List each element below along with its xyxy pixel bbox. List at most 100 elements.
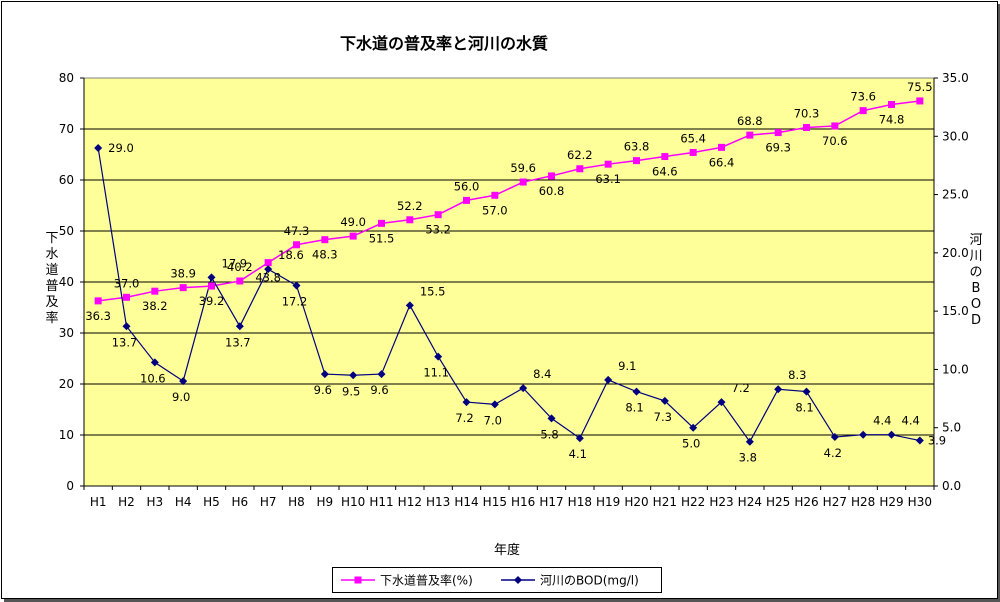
bod-point xyxy=(519,384,528,393)
bod-data-label: 9.6 xyxy=(370,383,388,397)
y-right-tick-label: 35.0 xyxy=(942,71,969,85)
bod-point xyxy=(717,398,726,407)
x-tick-label: H15 xyxy=(483,495,507,509)
bod-point xyxy=(207,273,216,282)
x-tick-label: H9 xyxy=(316,495,333,509)
sewer-rate-point xyxy=(689,148,697,156)
x-tick-label: H21 xyxy=(653,495,677,509)
sewer-rate-point xyxy=(519,178,527,186)
sewer-rate-point xyxy=(548,172,555,180)
sewer-rate-data-label: 74.8 xyxy=(879,113,905,127)
sewer-rate-data-label: 70.6 xyxy=(822,134,848,148)
sewer-rate-data-label: 56.0 xyxy=(454,179,480,193)
sewer-rate-point xyxy=(661,153,669,161)
sewer-rate-data-label: 38.9 xyxy=(170,267,196,281)
y-right-title-char: 河 xyxy=(969,233,982,248)
legend-bod-marker xyxy=(514,576,522,584)
bod-point xyxy=(235,322,244,331)
x-tick-label: H13 xyxy=(426,495,450,509)
sewer-rate-data-label: 63.8 xyxy=(624,140,650,154)
sewer-rate-point xyxy=(746,131,754,139)
sewer-rate-point xyxy=(208,282,215,290)
x-tick-label: H10 xyxy=(341,495,365,509)
sewer-rate-point xyxy=(293,241,300,249)
sewer-rate-data-label: 37.0 xyxy=(114,276,140,290)
y-right-tick-label: 25.0 xyxy=(942,188,969,202)
y-left-tick-label: 20 xyxy=(59,377,74,391)
sewer-rate-data-label: 39.2 xyxy=(199,294,225,308)
bod-point xyxy=(122,322,131,331)
sewer-rate-point xyxy=(633,157,640,165)
sewer-rate-point xyxy=(888,101,895,109)
bod-line xyxy=(97,147,920,443)
sewer-rate-data-label: 57.0 xyxy=(482,203,508,217)
bod-data-label: 13.7 xyxy=(112,335,138,349)
bod-point xyxy=(150,358,159,367)
bod-data-label: 3.9 xyxy=(928,434,946,448)
sewer-rate-point xyxy=(831,122,839,130)
x-tick-label: H14 xyxy=(454,495,478,509)
y-left-tick-label: 30 xyxy=(59,326,74,340)
sewer-rate-point xyxy=(859,107,867,115)
bod-data-label: 9.0 xyxy=(172,390,190,404)
sewer-rate-point xyxy=(179,284,187,292)
bod-point xyxy=(604,375,613,384)
y-left-tick-label: 40 xyxy=(59,275,74,289)
y-left-title-char: 普 xyxy=(45,279,58,294)
sewer-rate-data-label: 59.6 xyxy=(510,161,536,175)
bod-point xyxy=(915,436,924,445)
sewer-rate-data-label: 63.1 xyxy=(595,172,621,186)
sewer-rate-point xyxy=(151,287,159,295)
legend: 下水道普及率(%) 河川のBOD(mg/l) xyxy=(332,567,662,593)
bod-point xyxy=(179,377,188,386)
bod-data-label: 9.6 xyxy=(314,383,332,397)
bod-point xyxy=(660,396,669,405)
bod-data-label: 9.1 xyxy=(618,359,636,373)
sewer-rate-data-label: 60.8 xyxy=(539,184,565,198)
sewer-rate-data-label: 43.8 xyxy=(255,271,281,285)
y-right-title-char: B xyxy=(972,281,981,296)
y-right-tick-label: 30.0 xyxy=(942,129,969,143)
bod-point xyxy=(94,143,103,152)
legend-bod-label: 河川のBOD(mg/l) xyxy=(540,574,639,588)
bod-data-label: 4.4 xyxy=(873,414,891,428)
bod-data-label: 15.5 xyxy=(420,284,446,298)
bod-data-label: 5.8 xyxy=(540,427,558,441)
bod-data-label: 13.7 xyxy=(225,335,251,349)
bod-point xyxy=(887,430,896,439)
bod-data-label: 9.5 xyxy=(342,384,360,398)
sewer-rate-point xyxy=(604,160,612,168)
y-left-tick-label: 80 xyxy=(59,71,74,85)
sewer-rate-line xyxy=(98,100,920,302)
bod-data-label: 17.9 xyxy=(222,256,248,270)
sewer-rate-point xyxy=(123,293,130,301)
x-tick-label: H6 xyxy=(231,495,248,509)
sewer-rate-data-label: 36.3 xyxy=(85,309,111,323)
sewer-rate-point xyxy=(576,165,584,173)
sewer-rate-data-label: 48.3 xyxy=(312,248,338,262)
sewer-rate-point xyxy=(434,211,442,219)
y-right-title-char: D xyxy=(971,313,981,328)
sewer-rate-point xyxy=(264,259,272,267)
x-tick-label: H26 xyxy=(794,495,818,509)
y-left-title-char: 及 xyxy=(45,295,58,310)
x-tick-label: H8 xyxy=(288,495,305,509)
legend-sewer-label: 下水道普及率(%) xyxy=(380,573,473,588)
sewer-rate-point xyxy=(349,232,357,240)
bod-point xyxy=(745,437,754,446)
x-tick-label: H4 xyxy=(175,495,192,509)
bod-point xyxy=(774,385,783,394)
sewer-rate-data-label: 38.2 xyxy=(142,299,168,313)
sewer-rate-data-label: 49.0 xyxy=(340,215,366,229)
y-left-title-char: 率 xyxy=(45,310,58,326)
bod-data-label: 4.2 xyxy=(824,446,842,460)
legend-svg: 下水道普及率(%) 河川のBOD(mg/l) xyxy=(341,573,639,588)
y-left-tick-label: 50 xyxy=(59,224,74,238)
bod-point xyxy=(349,371,358,380)
y-right-tick-label: 0.0 xyxy=(942,479,961,493)
chart-title: 下水道の普及率と河川の水質 xyxy=(340,34,548,53)
bod-point xyxy=(689,423,698,432)
sewer-rate-data-label: 47.3 xyxy=(284,224,310,238)
sewer-rate-data-label: 51.5 xyxy=(369,231,395,245)
sewer-rate-point xyxy=(916,97,924,105)
